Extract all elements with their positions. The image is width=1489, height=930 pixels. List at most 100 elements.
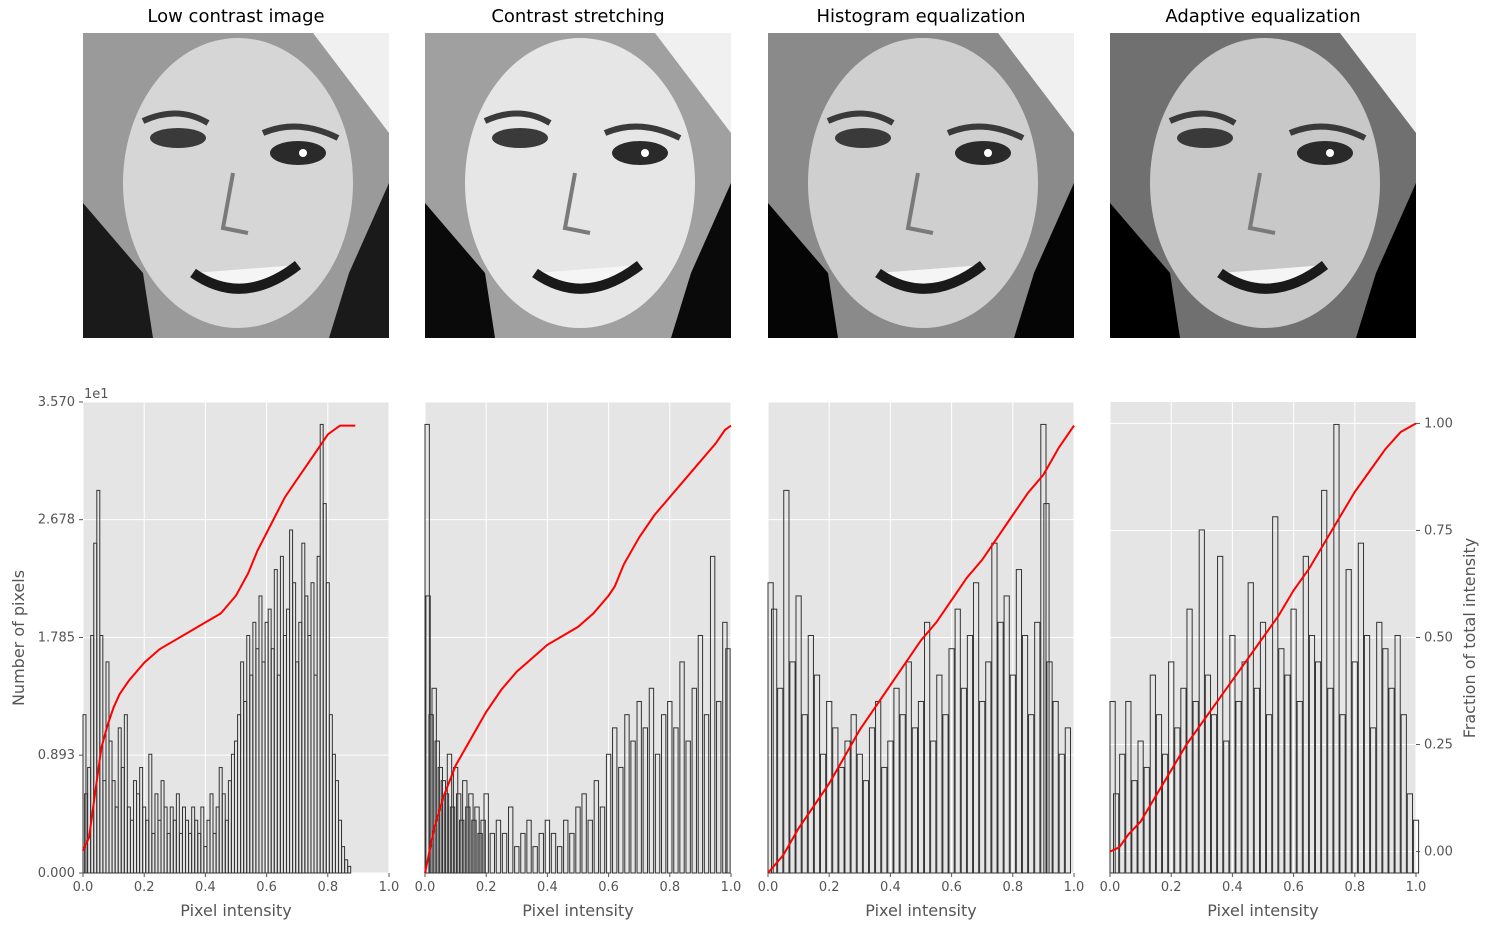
histogram-bar (966, 635, 974, 874)
brow-right (603, 123, 682, 141)
histogram-bar (480, 819, 486, 874)
x-tick-label: 0.6 (941, 880, 962, 895)
histogram-bar (954, 608, 961, 874)
histogram-bar (832, 727, 839, 874)
background-light (1340, 33, 1416, 133)
y-tick-label: 0.000 (38, 866, 75, 881)
nose (562, 172, 591, 235)
histogram-bar (838, 766, 845, 874)
histogram-bar (1064, 727, 1071, 874)
histogram-bar (636, 700, 642, 874)
face-image-2 (425, 33, 731, 338)
face-shape (465, 38, 695, 328)
histogram-bar (795, 595, 802, 874)
histogram-bar (1192, 700, 1199, 874)
histogram-bar (446, 753, 453, 874)
histogram-bar (767, 582, 774, 874)
histogram-bar (471, 819, 477, 874)
nose (905, 172, 934, 235)
cdf-line (82, 424, 356, 852)
face-image-1 (83, 33, 389, 338)
histogram-bar (807, 635, 814, 874)
histogram-bar (1296, 700, 1303, 874)
histogram-bar (1394, 635, 1401, 874)
x-tick-label: 0.8 (317, 880, 338, 895)
histogram-bar (1388, 687, 1395, 874)
x-tick-label: 0.6 (1283, 880, 1304, 895)
histogram-bar (1217, 555, 1224, 874)
hair-left (83, 203, 153, 338)
histogram-bar (1119, 753, 1126, 874)
histogram-bar (1333, 423, 1340, 874)
histogram-bar (550, 832, 557, 874)
histogram-bar (1161, 753, 1169, 874)
histogram-bar (881, 766, 888, 874)
background-light (998, 33, 1074, 133)
histogram-bar (443, 793, 450, 874)
histogram-bar (1046, 661, 1053, 874)
histogram-bar (514, 846, 520, 874)
histogram-bar (1314, 661, 1322, 874)
x-tick-label: 1.0 (1406, 880, 1427, 895)
nose (220, 172, 249, 235)
histogram-bar (893, 687, 900, 874)
y2-tick-label: 0.75 (1424, 523, 1453, 538)
histogram-bar (709, 555, 716, 874)
x-tick-label: 0.2 (819, 880, 840, 895)
histogram-bar (431, 687, 437, 874)
eye-left (492, 128, 548, 148)
histogram-panel-1: 0.0 0.2 0.4 0.6 0.8 1.0 Pixel intensity 0.000 0.… (38, 395, 400, 920)
x-tick-label: 0.4 (1222, 880, 1243, 895)
histogram-bar (1382, 648, 1389, 874)
histogram-bar (612, 727, 618, 874)
face-shape (1150, 38, 1380, 328)
histogram-bar (123, 714, 128, 874)
histogram-bar (685, 740, 691, 874)
histogram-bar (660, 714, 667, 874)
histogram-bar (1149, 674, 1156, 874)
face-image-3 (768, 33, 1074, 338)
histogram-bar (440, 780, 447, 874)
x-tick-label: 0.8 (659, 880, 680, 895)
histogram-bar (1259, 621, 1267, 874)
histogram-bar (347, 865, 352, 874)
x-tick-label: 0.2 (134, 880, 155, 895)
eye-right (1297, 141, 1353, 165)
histogram-bar (679, 661, 685, 874)
histogram-bar (850, 714, 857, 874)
eye-highlight (641, 149, 649, 157)
nose (1247, 172, 1276, 235)
histogram-bar (722, 621, 728, 874)
histogram-bar (1400, 714, 1407, 874)
histogram-bar (1278, 648, 1285, 874)
mouth (532, 261, 644, 294)
brow-right (946, 123, 1025, 141)
histogram-bar (569, 832, 575, 874)
x-tick-label: 0.4 (537, 880, 558, 895)
histogram-bar (691, 687, 697, 874)
histogram-bar (526, 819, 532, 874)
histogram-bar (1339, 714, 1346, 874)
eye-left (150, 128, 206, 148)
histogram-bar (1253, 687, 1260, 874)
histogram-bar (575, 806, 581, 874)
panel-title-adaptive-equalization: Adaptive equalization (1165, 6, 1361, 27)
mouth (190, 261, 302, 294)
histogram-bar (1204, 674, 1212, 874)
cdf-line (424, 424, 732, 874)
histogram-bar (654, 753, 661, 874)
histogram-bar (819, 753, 827, 874)
panel-title-contrast-stretching: Contrast stretching (491, 6, 665, 27)
eye-highlight (1326, 149, 1334, 157)
histogram-bar (1376, 621, 1383, 874)
x-tick-label: 1.0 (1064, 880, 1085, 895)
x-axis-label: Pixel intensity (180, 901, 291, 920)
panel-title-low-contrast: Low contrast image (147, 6, 325, 27)
histogram-panel-2: 0.0 0.2 0.4 0.6 0.8 1.0 Pixel intensity (415, 401, 741, 920)
x-tick-label: 0.0 (415, 880, 436, 895)
histogram-bar (459, 819, 465, 874)
histogram-bar (1327, 687, 1334, 874)
histogram-bar (1247, 582, 1254, 874)
histogram-bar (624, 714, 630, 874)
histogram-bar (1321, 489, 1328, 874)
